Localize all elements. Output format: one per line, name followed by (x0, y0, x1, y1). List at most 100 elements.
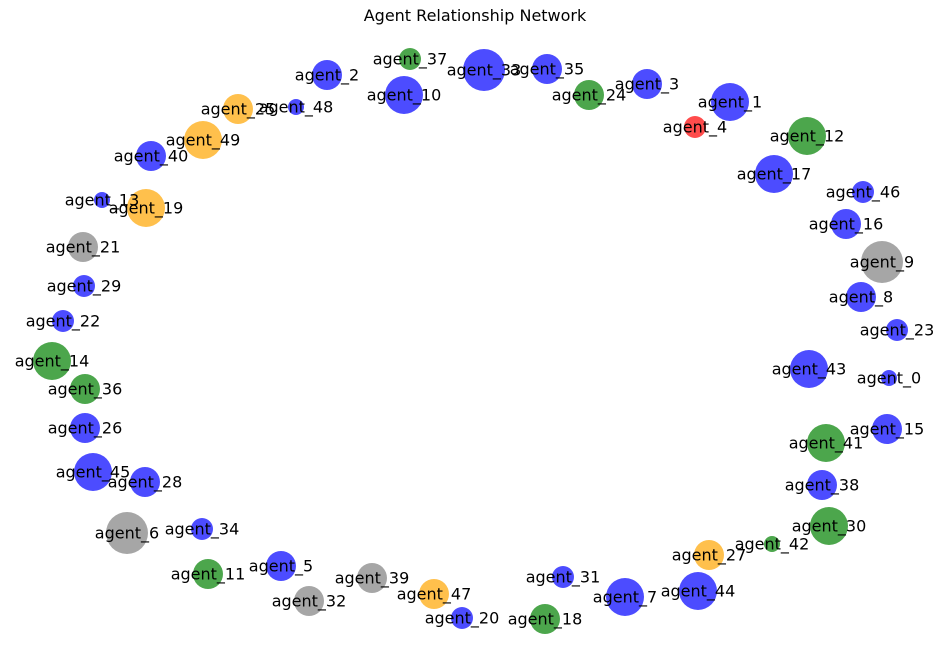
node-agent-7 (606, 578, 644, 616)
node-label-agent-8: agent_8 (829, 288, 893, 308)
node-label-agent-45: agent_45 (56, 463, 131, 483)
node-label-agent-48: agent_48 (259, 98, 334, 118)
node-agent-5 (266, 551, 296, 581)
node-agent-3 (632, 69, 662, 99)
node-label-agent-36: agent_36 (48, 380, 123, 400)
node-agent-39 (357, 563, 387, 593)
node-agent-46 (852, 181, 874, 203)
node-label-agent-39: agent_39 (335, 569, 410, 589)
node-agent-6 (106, 512, 148, 554)
node-label-agent-42: agent_42 (735, 535, 810, 555)
node-agent-16 (831, 209, 861, 239)
node-agent-9 (861, 241, 903, 283)
node-agent-4 (684, 116, 706, 138)
node-agent-19 (127, 189, 165, 227)
node-label-agent-6: agent_6 (95, 524, 159, 544)
node-label-agent-17: agent_17 (737, 165, 812, 185)
node-label-agent-24: agent_24 (552, 86, 627, 106)
node-label-agent-20: agent_20 (425, 609, 500, 629)
node-agent-35 (532, 54, 562, 84)
node-agent-48 (288, 99, 304, 115)
node-label-agent-15: agent_15 (850, 420, 925, 440)
node-label-agent-7: agent_7 (593, 588, 657, 608)
node-label-agent-12: agent_12 (770, 127, 845, 147)
node-label-agent-25: agent_25 (201, 100, 276, 120)
node-label-agent-27: agent_27 (672, 546, 747, 566)
node-label-agent-4: agent_4 (663, 118, 727, 138)
node-agent-44 (679, 572, 717, 610)
node-label-agent-28: agent_28 (108, 473, 183, 493)
node-label-agent-35: agent_35 (510, 60, 585, 80)
node-label-agent-46: agent_46 (826, 183, 901, 203)
node-agent-11 (193, 559, 223, 589)
node-label-agent-32: agent_32 (272, 592, 347, 612)
node-agent-31 (552, 566, 574, 588)
node-agent-43 (790, 350, 828, 388)
node-label-agent-47: agent_47 (397, 585, 472, 605)
chart-title: Agent Relationship Network (363, 6, 587, 25)
node-label-agent-44: agent_44 (661, 582, 736, 602)
node-agent-8 (846, 282, 876, 312)
node-agent-25 (223, 94, 253, 124)
node-agent-40 (136, 141, 166, 171)
node-agent-45 (74, 453, 112, 491)
node-label-agent-0: agent_0 (857, 369, 921, 389)
node-label-agent-3: agent_3 (615, 75, 679, 95)
node-agent-47 (419, 579, 449, 609)
node-agent-1 (711, 83, 749, 121)
node-label-agent-1: agent_1 (698, 93, 762, 113)
node-agent-32 (294, 586, 324, 616)
node-agent-13 (94, 192, 110, 208)
node-layer (33, 48, 908, 634)
node-label-agent-2: agent_2 (295, 66, 359, 86)
node-label-agent-37: agent_37 (373, 50, 448, 70)
node-label-agent-18: agent_18 (508, 610, 583, 630)
node-agent-0 (881, 370, 897, 386)
node-label-agent-40: agent_40 (114, 147, 189, 167)
node-label-agent-5: agent_5 (249, 557, 313, 577)
node-label-agent-30: agent_30 (792, 517, 867, 537)
node-label-agent-16: agent_16 (809, 215, 884, 235)
node-agent-20 (451, 607, 473, 629)
node-label-agent-21: agent_21 (46, 238, 121, 258)
node-agent-37 (399, 48, 421, 70)
node-label-agent-23: agent_23 (860, 321, 935, 341)
node-agent-28 (130, 467, 160, 497)
node-label-agent-26: agent_26 (48, 419, 123, 439)
node-agent-36 (70, 374, 100, 404)
node-label-agent-38: agent_38 (785, 476, 860, 496)
node-agent-38 (807, 470, 837, 500)
node-agent-2 (312, 60, 342, 90)
node-label-agent-19: agent_19 (109, 199, 184, 219)
node-label-agent-22: agent_22 (26, 312, 101, 332)
node-agent-41 (807, 424, 845, 462)
node-agent-26 (70, 413, 100, 443)
node-label-agent-11: agent_11 (171, 565, 246, 585)
node-label-agent-9: agent_9 (850, 253, 914, 273)
node-label-agent-10: agent_10 (367, 86, 442, 106)
node-label-agent-31: agent_31 (526, 568, 601, 588)
node-agent-18 (530, 604, 560, 634)
node-label-agent-34: agent_34 (165, 520, 240, 540)
node-label-agent-13: agent_13 (65, 191, 140, 211)
node-agent-15 (872, 414, 902, 444)
node-agent-22 (52, 310, 74, 332)
node-agent-30 (810, 507, 848, 545)
node-label-agent-14: agent_14 (15, 352, 90, 372)
node-agent-49 (184, 121, 222, 159)
node-agent-10 (385, 76, 423, 114)
node-agent-24 (574, 80, 604, 110)
node-label-agent-43: agent_43 (772, 360, 847, 380)
node-agent-33 (463, 49, 505, 91)
node-agent-27 (694, 540, 724, 570)
node-agent-23 (886, 319, 908, 341)
node-agent-21 (68, 232, 98, 262)
node-agent-34 (191, 518, 213, 540)
node-agent-42 (764, 536, 780, 552)
node-label-agent-49: agent_49 (166, 131, 241, 151)
node-label-agent-29: agent_29 (47, 277, 122, 297)
node-label-agent-41: agent_41 (789, 434, 864, 454)
